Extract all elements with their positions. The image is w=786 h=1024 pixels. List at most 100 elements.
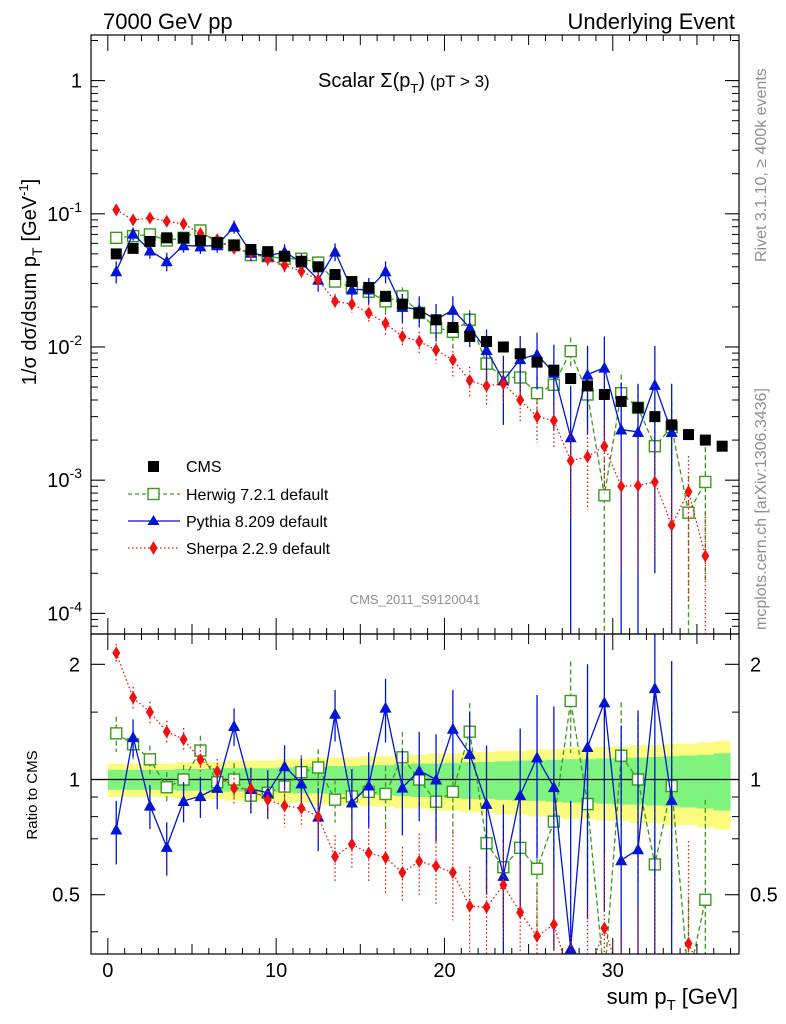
cms-data-point	[380, 290, 392, 302]
ratio-pythia-point	[547, 781, 560, 793]
cms-data-point	[161, 232, 173, 244]
series-sherpa-point	[667, 518, 676, 532]
ratio-panel-frame	[90, 633, 740, 955]
series-pythia-line	[115, 225, 673, 440]
cms-data-point	[363, 281, 375, 293]
series-pythia-point	[581, 368, 594, 380]
series-pythia-point	[615, 423, 628, 435]
cms-data-point	[548, 364, 560, 376]
legend-herwig-marker	[147, 487, 160, 501]
ratio-y-tick-label: 1	[69, 770, 80, 792]
main-y-axis-label: 1/σ dσ/dsum pT[GeV-1]	[16, 179, 45, 385]
legend-pythia-marker	[147, 515, 160, 525]
series-pythia-point	[329, 245, 342, 257]
x-tick-label: 0	[102, 960, 113, 982]
series-sherpa-point	[398, 329, 407, 343]
series-pythia-point	[177, 239, 190, 251]
series-sherpa-point	[280, 258, 289, 272]
series-pythia-point	[632, 425, 645, 437]
ratio-pythia-point	[598, 696, 611, 708]
series-sherpa-point	[415, 334, 424, 348]
ratio-sherpa-point	[684, 937, 693, 951]
ratio-herwig-point	[143, 753, 157, 766]
ratio-sherpa-point	[567, 973, 575, 986]
series-sherpa-point	[583, 450, 592, 464]
ratio-sherpa-point	[651, 961, 659, 974]
series-sherpa-point	[448, 353, 457, 367]
header-left-label: 7000 GeV pp	[103, 9, 233, 34]
ratio-sherpa-point	[263, 793, 272, 807]
legend-cms-label: CMS	[186, 459, 222, 476]
ratio-herwig-point	[564, 694, 577, 708]
ratio-pythia-point	[228, 720, 241, 732]
ratio-y-axis-label: Ratio to CMS	[24, 750, 41, 839]
ratio-pythia-point	[278, 760, 291, 772]
series-sherpa-point	[533, 410, 542, 424]
header-right-label: Underlying Event	[567, 9, 735, 34]
series-sherpa-point	[162, 214, 171, 228]
legend-sherpa-label: Sherpa 2.2.9 default	[186, 541, 331, 558]
cms-data-point	[144, 235, 156, 247]
ratio-pythia-point	[379, 701, 392, 713]
legend-pythia-label: Pythia 8.209 default	[186, 514, 328, 531]
ratio-sherpa-point	[415, 854, 424, 868]
series-pythia-point	[160, 255, 173, 267]
ratio-herwig-line	[115, 700, 706, 954]
cms-data-point	[279, 250, 291, 262]
ratio-pythia-point	[295, 777, 308, 789]
series-sherpa-point	[701, 549, 710, 563]
main-y-tick-label: 1	[71, 71, 82, 93]
ratio-pythia-point	[446, 722, 459, 734]
ratio-sherpa-point	[246, 782, 255, 796]
ratio-pythia-point	[480, 797, 493, 809]
ratio-y-tick-label-right: 0.5	[750, 885, 778, 907]
ratio-series-sherpa	[112, 643, 695, 986]
ratio-herwig-point	[379, 787, 392, 801]
series-sherpa-point	[566, 454, 575, 468]
series-sherpa-point	[482, 379, 491, 393]
series-sherpa-point	[112, 203, 121, 217]
ratio-pythia-point	[430, 773, 443, 785]
cms-data-point	[178, 232, 190, 244]
series-sherpa-point	[179, 217, 188, 231]
ratio-sherpa-point	[432, 859, 441, 873]
series-pythia-point	[463, 321, 476, 333]
ratio-sherpa-point	[381, 851, 390, 865]
series-sherpa-point	[432, 343, 441, 357]
cms-data-point	[430, 314, 442, 326]
series-sherpa-point	[600, 439, 609, 453]
series-sherpa-point	[516, 393, 525, 407]
ratio-pythia-point	[514, 789, 527, 801]
series-sherpa-point	[499, 377, 508, 391]
cms-data-point	[464, 330, 476, 342]
series-pythia-point	[648, 378, 661, 390]
ratio-herwig-point	[530, 862, 544, 875]
main-panel: 10-4 10-3 10-2 10-1 1	[47, 34, 740, 635]
cms-data-point	[582, 380, 594, 392]
ratio-sherpa-point	[230, 781, 239, 795]
ratio-pythia-point	[615, 854, 628, 866]
series-sherpa-point	[549, 414, 558, 428]
analysis-watermark: CMS_2011_S9120041	[350, 592, 481, 607]
cms-data-point	[413, 307, 425, 319]
series-pythia-point	[110, 265, 123, 277]
ratio-y-tick-label-right: 2	[750, 654, 761, 676]
ratio-sherpa-point	[213, 765, 222, 779]
ratio-pythia-point	[177, 794, 190, 806]
ratio-sherpa-point	[448, 866, 457, 880]
ratio-herwig-point	[446, 785, 460, 799]
legend-cms-marker	[148, 461, 159, 472]
series-sherpa-point	[314, 273, 323, 287]
cms-data-point	[699, 434, 711, 446]
ratio-y-tick-label: 2	[69, 654, 80, 676]
ratio-sherpa-point	[364, 846, 373, 860]
ratio-sherpa-point	[129, 691, 138, 705]
series-sherpa-point	[364, 306, 373, 320]
cms-data-point	[598, 388, 610, 400]
series-herwig-point	[598, 489, 611, 502]
ratio-sherpa-point	[549, 918, 558, 932]
series-sherpa-point	[650, 475, 659, 489]
cms-data-point	[565, 372, 577, 384]
ratio-herwig-point	[328, 793, 342, 806]
ratio-sherpa-point	[297, 801, 306, 815]
